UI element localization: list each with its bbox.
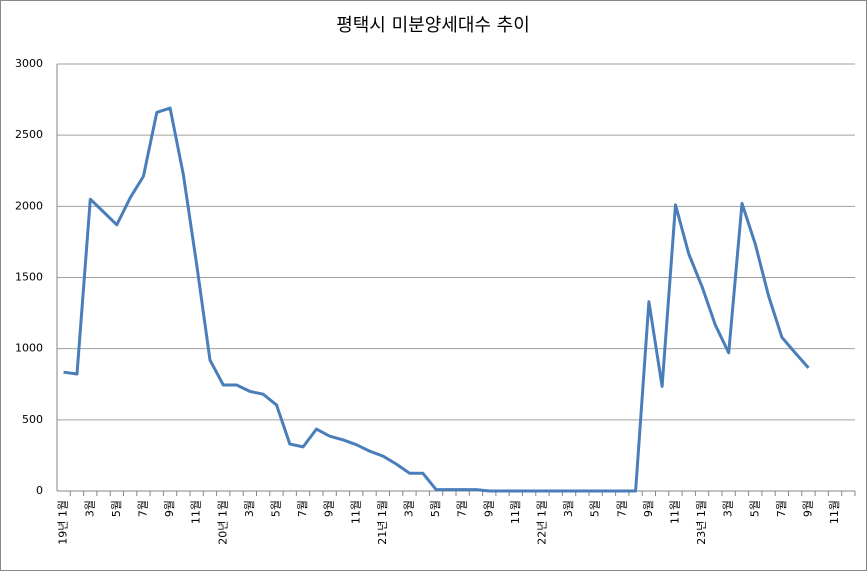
x-tick-label: 5월 [589,500,602,517]
x-tick-label: 9월 [323,500,336,517]
y-tick-label: 2500 [15,128,43,141]
x-tick-label: 11월 [190,500,203,524]
x-tick-label: 9월 [482,500,495,517]
x-tick-label: 7월 [775,500,788,517]
x-tick-label: 7월 [296,500,309,517]
y-tick-label: 1500 [15,271,43,284]
x-tick-label: 3월 [243,500,256,517]
line-series [63,106,810,493]
x-tick-label: 11월 [349,500,362,524]
x-tick-label: 21년 1월 [376,500,389,545]
x-tick-label: 23년 1월 [695,500,708,545]
x-tick-label: 5월 [110,500,123,517]
y-tick-label: 3000 [15,57,43,70]
y-tick-label: 500 [22,413,43,426]
x-tick-label: 5월 [429,500,442,517]
x-tick-label: 5월 [269,500,282,517]
x-tick-label: 7월 [136,500,149,517]
x-tick-label: 11월 [668,500,681,524]
x-tick-label: 22년 1월 [535,500,548,545]
y-tick-label: 1000 [15,342,43,355]
x-tick-label: 20년 1월 [216,500,229,545]
x-tick-label: 3월 [722,500,735,517]
x-tick-label: 11월 [509,500,522,524]
x-tick-label: 7월 [456,500,469,517]
x-tick-label: 3월 [83,500,96,517]
x-tick-label: 3월 [562,500,575,517]
x-tick-label: 19년 1월 [57,500,70,545]
y-tick-label: 2000 [15,199,43,212]
x-tick-label: 9월 [801,500,814,517]
chart-title: 평택시 미분양세대수 추이 [336,15,530,36]
x-tick-label: 9월 [163,500,176,517]
x-tick-label: 11월 [828,500,841,524]
x-tick-label: 9월 [642,500,655,517]
x-tick-label: 7월 [615,500,628,517]
x-tick-label: 3월 [402,500,415,517]
y-tick-label: 0 [36,484,43,497]
x-tick-label: 5월 [748,500,761,517]
